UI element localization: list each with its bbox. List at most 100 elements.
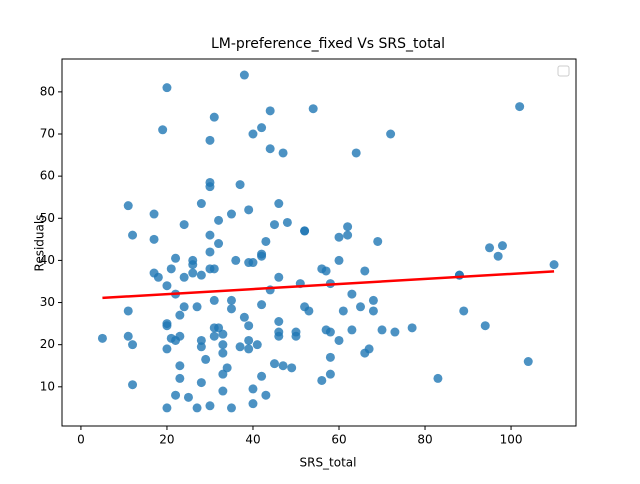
point [201,354,211,364]
point [226,304,236,314]
point [265,106,275,116]
point [274,199,284,209]
point [171,253,181,263]
point [257,300,267,310]
point [205,182,215,192]
point [257,371,267,381]
point [325,369,335,379]
point [183,392,193,402]
y-tick-label: 70 [40,127,55,141]
point [226,403,236,413]
point [485,243,495,253]
point [407,323,417,333]
point [149,209,159,219]
point [261,236,271,246]
point [179,272,189,282]
point [343,222,353,232]
point [179,302,189,312]
point [128,380,138,390]
point [282,217,292,227]
point [515,102,525,112]
point [278,148,288,158]
point [347,289,357,299]
point [123,331,133,341]
point [334,232,344,242]
point [287,363,297,373]
y-tick-label: 10 [40,379,55,393]
x-tick-label: 0 [77,433,85,447]
point [218,340,228,350]
point [205,401,215,411]
point [149,234,159,244]
point [175,361,185,371]
point [248,384,258,394]
point [235,180,245,190]
point [218,369,228,379]
plot-frame [61,58,577,427]
point [209,112,219,122]
point [459,306,469,316]
point [175,331,185,341]
point [549,260,559,270]
point [209,331,219,341]
y-tick-label: 50 [40,211,55,225]
point [390,327,400,337]
point [334,255,344,265]
point [214,215,224,225]
point [334,335,344,345]
point [321,266,331,276]
point [235,342,245,352]
point [218,329,228,339]
point [123,306,133,316]
point [265,144,275,154]
point [274,317,284,327]
point [192,403,202,413]
point [244,335,254,345]
y-tick-label: 20 [40,337,55,351]
point [218,386,228,396]
point [205,135,215,145]
point [325,327,335,337]
point [304,306,314,316]
point [222,363,232,373]
point [360,266,370,276]
point [377,325,387,335]
point [226,295,236,305]
fit-line [102,270,555,300]
point [239,70,249,80]
point [317,375,327,385]
point [257,251,267,261]
point [325,352,335,362]
point [274,331,284,341]
point [153,272,163,282]
point [209,295,219,305]
x-tick-label: 40 [245,433,260,447]
point [214,239,224,249]
point [231,255,241,265]
point [368,295,378,305]
point [343,230,353,240]
point [523,357,533,367]
point [205,230,215,240]
point [188,260,198,270]
point [214,323,224,333]
point [244,205,254,215]
chart-title: LM-preference_fixed Vs SRS_total [211,36,445,52]
point [175,310,185,320]
point [291,331,301,341]
x-axis-label: SRS_total [299,456,356,470]
point [218,348,228,358]
point [239,312,249,322]
y-tick-label: 80 [40,84,55,98]
point [364,344,374,354]
point [162,403,172,413]
point [368,306,378,316]
point [97,333,107,343]
point [196,335,206,345]
point [252,340,262,350]
point [497,241,507,251]
point [300,226,310,236]
point [226,209,236,219]
point [196,270,206,280]
point [244,321,254,331]
